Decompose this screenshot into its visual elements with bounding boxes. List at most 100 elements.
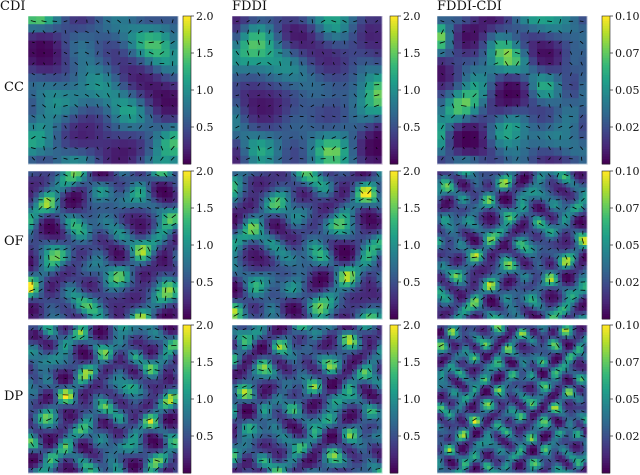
heat-cell [328, 181, 335, 188]
heat-cell [512, 245, 517, 250]
heat-cell [167, 213, 174, 219]
heat-cell [503, 106, 513, 116]
heat-cell [503, 187, 509, 192]
heat-cell [144, 40, 154, 50]
heat-cell [280, 197, 286, 204]
heat-cell [524, 187, 530, 192]
heat-cell [332, 73, 341, 83]
flow-arrow [376, 280, 380, 284]
flow-arrow [359, 174, 363, 176]
heat-cell [482, 306, 488, 312]
heat-cell [301, 292, 308, 299]
colorbar-segment [390, 134, 398, 138]
heat-cell [487, 179, 492, 184]
heat-cell [462, 81, 471, 91]
flow-arrow [267, 157, 272, 160]
flow-arrow [441, 62, 444, 66]
flow-arrow [30, 248, 34, 250]
heat-cell [54, 239, 61, 246]
heat-cell [301, 181, 308, 188]
heat-cell [512, 106, 521, 116]
flow-arrow [236, 146, 239, 150]
heat-cell [470, 212, 475, 217]
flow-arrow [63, 264, 68, 267]
heat-cell [274, 260, 281, 267]
heat-cell [129, 313, 136, 320]
heat-cell [437, 277, 442, 283]
heat-cell [520, 232, 525, 238]
heat-cell [470, 265, 475, 271]
heat-cell [86, 24, 96, 33]
flow-arrow [63, 289, 68, 292]
heat-cell [344, 181, 351, 188]
colorbar-segment [183, 277, 191, 281]
heat-cell [441, 286, 446, 291]
heat-cell [520, 175, 525, 180]
heat-cell [437, 114, 446, 124]
heat-cell [365, 106, 375, 116]
heat-cell [474, 265, 480, 271]
heat-cell [445, 199, 450, 205]
heat-cell [462, 48, 471, 58]
heat-cell [144, 155, 154, 165]
flow-arrow [276, 181, 279, 185]
heat-cell [282, 57, 291, 66]
flow-arrow [276, 255, 279, 260]
heat-cell [38, 282, 45, 288]
heat-cell [172, 239, 179, 246]
heat-cell [124, 276, 131, 283]
flow-arrow [289, 51, 293, 55]
heat-cell [265, 131, 275, 140]
heat-cell [282, 98, 291, 107]
heat-cell [273, 114, 283, 124]
heat-cell [528, 81, 538, 91]
heat-cell [265, 98, 275, 107]
heat-cell [470, 187, 475, 192]
heat-cell [520, 40, 530, 50]
flow-arrow [116, 104, 122, 108]
flow-arrow [156, 264, 159, 267]
heat-cell [520, 236, 525, 242]
flow-arrow [155, 256, 159, 259]
heat-cell [462, 73, 471, 83]
heat-cell [97, 229, 104, 235]
flow-arrow [31, 115, 36, 118]
heat-cell [285, 171, 292, 177]
colorbar-segment [390, 109, 398, 113]
flow-arrow [279, 61, 282, 66]
heat-cell [449, 228, 455, 234]
heat-cell [474, 203, 480, 209]
heat-cell [441, 191, 446, 197]
heat-cell [376, 234, 383, 241]
heat-cell [524, 306, 530, 312]
row-label-dp: DP [4, 389, 24, 404]
heat-cell [108, 303, 115, 309]
heat-cell [532, 273, 538, 279]
heat-cell [86, 98, 96, 107]
heat-cell [445, 240, 450, 246]
heat-cell [355, 308, 361, 315]
colorbar-segment [183, 38, 191, 42]
heat-cell [457, 183, 463, 188]
colorbar-segment [602, 127, 610, 130]
heat-cell [65, 202, 72, 209]
colorbar-segment [183, 65, 191, 69]
heat-cell [499, 179, 505, 184]
flow-arrow [267, 206, 272, 210]
heat-cell [38, 186, 45, 193]
heat-cell [487, 90, 496, 99]
flow-arrow [95, 83, 100, 86]
heat-cell [140, 218, 147, 225]
flow-arrow [568, 147, 573, 150]
colorbar-segment [183, 104, 191, 108]
heat-cell [248, 297, 254, 304]
heat-cell [232, 202, 238, 209]
heat-cell [491, 191, 496, 197]
heat-cell [172, 292, 179, 299]
heat-cell [119, 192, 125, 198]
flow-arrow [104, 190, 110, 193]
heat-cell [28, 147, 37, 157]
heat-cell [70, 229, 77, 235]
flow-arrow [309, 280, 313, 284]
flow-arrow [293, 240, 296, 242]
